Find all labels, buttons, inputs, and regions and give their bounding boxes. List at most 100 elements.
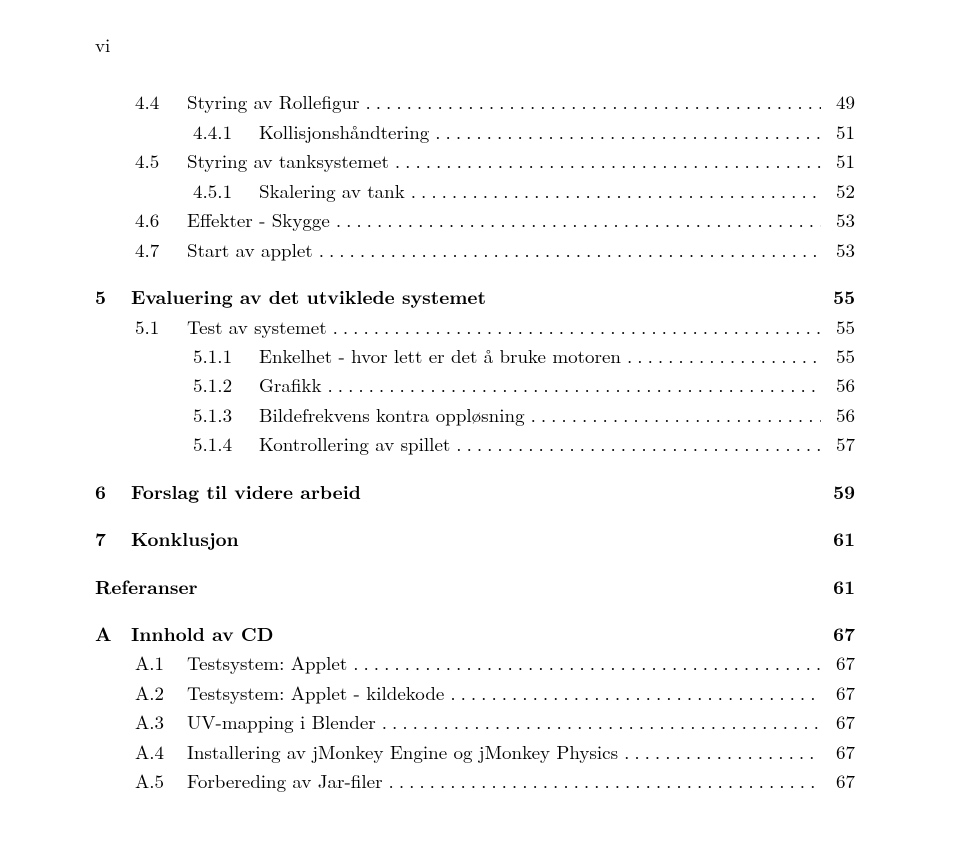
toc-entry-number: A.4	[135, 737, 173, 766]
toc-entry: 5.1.4 Kontrollering av spillet...........…	[95, 429, 855, 458]
toc-entry: 4.4.1 Kollisjonshåndtering...............…	[95, 117, 855, 146]
toc-entry-title: Referanser	[95, 572, 198, 601]
toc-entry-number: 4.4.1	[193, 117, 245, 146]
toc-entry: 4.4Styring av Rollefigur................…	[95, 87, 855, 116]
toc-entry-number: 5.1.3	[193, 400, 245, 429]
toc-entry-title: Start av applet	[187, 235, 313, 264]
toc-leader-dots: ........................................…	[450, 678, 821, 707]
toc-entry-number: 5.1.2	[193, 370, 245, 399]
toc-entry-number: 4.6	[135, 205, 173, 234]
toc-entry-page: 56	[827, 370, 855, 399]
toc-leader-dots: ........................................…	[328, 370, 822, 399]
toc-entry-title: Testsystem: Applet - kildekode	[187, 678, 444, 707]
toc-entry-page: 53	[827, 205, 855, 234]
toc-entry-page: 61	[827, 524, 855, 553]
toc-entry-title: Forslag til videre arbeid	[131, 477, 361, 506]
toc-entry-number: 5.1	[135, 312, 173, 341]
toc-entry-title: Enkelhet - hvor lett er det å bruke moto…	[259, 341, 621, 370]
toc-leader-dots: ........................................…	[319, 235, 821, 264]
toc-entry-page: 51	[827, 117, 855, 146]
toc-entry-title: Kontrollering av spillet	[259, 429, 450, 458]
toc-entry: 5.1.3 Bildefrekvens kontra oppløsning....…	[95, 400, 855, 429]
toc-body: 4.4 Styring av Rollefigur................…	[95, 87, 855, 795]
toc-entry-title: UV-mapping i Blender	[187, 707, 376, 736]
toc-entry-title: Styring av tanksystemet	[187, 146, 389, 175]
toc-entry-number: A.5	[135, 766, 173, 795]
toc-entry-title: Evaluering av det utviklede systemet	[131, 282, 486, 311]
toc-entry: 4.5 Styring av tanksystemet..............…	[95, 146, 855, 175]
toc-leader-dots: ........................................…	[411, 176, 821, 205]
toc-entry-title: Test av systemet	[187, 312, 327, 341]
toc-entry-number: A.2	[135, 678, 173, 707]
toc-entry: A.5 Forbereding av Jar-filer.............…	[95, 766, 855, 795]
toc-entry-number: 4.7	[135, 235, 173, 264]
toc-entry-number: 5.1.1	[193, 341, 245, 370]
toc-entry-number: 4.5	[135, 146, 173, 175]
toc-entry-number: 4.5.1	[193, 176, 245, 205]
toc-leader-dots: ........................................…	[382, 707, 821, 736]
toc-entry: 5.1.1 Enkelhet - hvor lett er det å bruke…	[95, 341, 855, 370]
toc-entry: Referanser 61	[95, 572, 855, 601]
toc-entry-page: 55	[827, 312, 855, 341]
toc-entry: 4.6 Effekter - Skygge....................…	[95, 205, 855, 234]
toc-leader-dots: ........................................…	[389, 766, 821, 795]
toc-leader-dots: ........................................…	[456, 429, 821, 458]
toc-entry-title: Bildefrekvens kontra oppløsning	[259, 400, 525, 429]
toc-entry-page: 67	[827, 707, 855, 736]
toc-entry: 5 Evaluering av det utviklede systemet 55	[95, 282, 855, 311]
toc-leader-dots: ........................................…	[531, 400, 821, 429]
toc-entry-number: 6	[95, 477, 121, 506]
toc-entry-page: 61	[827, 572, 855, 601]
toc-entry-page: 52	[827, 176, 855, 205]
toc-entry-number: 4.4	[135, 87, 173, 116]
toc-leader-dots: ........................................…	[435, 117, 821, 146]
toc-entry-number: A.3	[135, 707, 173, 736]
toc-entry: A.4 Installering av jMonkey Engine og jMo…	[95, 737, 855, 766]
toc-entry: A Innhold av CD 67	[95, 619, 855, 648]
toc-leader-dots: ........................................…	[624, 737, 821, 766]
toc-entry-page: 67	[827, 737, 855, 766]
toc-entry-page: 55	[827, 282, 855, 311]
toc-page: vi 4.4 Styring av Rollefigur.............…	[0, 0, 960, 850]
toc-entry-title: Testsystem: Applet	[187, 648, 347, 677]
toc-entry-number: 5	[95, 282, 121, 311]
toc-leader-dots: ........................................…	[336, 205, 821, 234]
toc-entry: 4.7 Start av applet......................…	[95, 235, 855, 264]
toc-entry-title: Innhold av CD	[131, 619, 273, 648]
toc-entry: 7 Konklusjon 61	[95, 524, 855, 553]
toc-entry: A.3 UV-mapping i Blender.................…	[95, 707, 855, 736]
toc-entry-title: Skalering av tank	[259, 176, 405, 205]
toc-entry-page: 53	[827, 235, 855, 264]
toc-entry-page: 67	[827, 648, 855, 677]
toc-entry: 4.5.1 Skalering av tank..................…	[95, 176, 855, 205]
toc-entry: 6 Forslag til videre arbeid 59	[95, 477, 855, 506]
toc-entry-page: 59	[827, 477, 855, 506]
toc-entry-page: 56	[827, 400, 855, 429]
toc-leader-dots: ........................................…	[395, 146, 821, 175]
toc-entry-page: 49	[827, 87, 855, 116]
toc-entry-page: 55	[827, 341, 855, 370]
page-number: vi	[95, 30, 855, 59]
toc-entry: 5.1 Test av systemet.....................…	[95, 312, 855, 341]
toc-entry-title: Kollisjonshåndtering	[259, 117, 429, 146]
toc-entry-page: 67	[827, 678, 855, 707]
toc-leader-dots: ........................................…	[353, 648, 821, 677]
toc-entry-number: A.1	[135, 648, 173, 677]
toc-entry-page: 67	[827, 766, 855, 795]
toc-leader-dots: ........................................…	[333, 312, 821, 341]
toc-entry-number: 7	[95, 524, 121, 553]
toc-entry-title: Effekter - Skygge	[187, 205, 330, 234]
toc-entry-title: Forbereding av Jar-filer	[187, 766, 383, 795]
toc-entry-number: 5.1.4	[193, 429, 245, 458]
toc-entry: 5.1.2 Grafikk............................…	[95, 370, 855, 399]
toc-entry-page: 57	[827, 429, 855, 458]
toc-leader-dots: ........................................…	[627, 341, 821, 370]
toc-entry: A.1 Testsystem: Applet...................…	[95, 648, 855, 677]
toc-entry-title: Grafikk	[259, 370, 322, 399]
toc-entry-title: Installering av jMonkey Engine og jMonke…	[187, 737, 618, 766]
toc-entry-title: Konklusjon	[131, 524, 239, 553]
toc-entry: A.2 Testsystem: Applet - kildekode.......…	[95, 678, 855, 707]
toc-entry-number: A	[95, 619, 121, 648]
toc-entry-title: Styring av Rollefigur	[187, 87, 359, 116]
toc-entry-page: 67	[827, 619, 855, 648]
